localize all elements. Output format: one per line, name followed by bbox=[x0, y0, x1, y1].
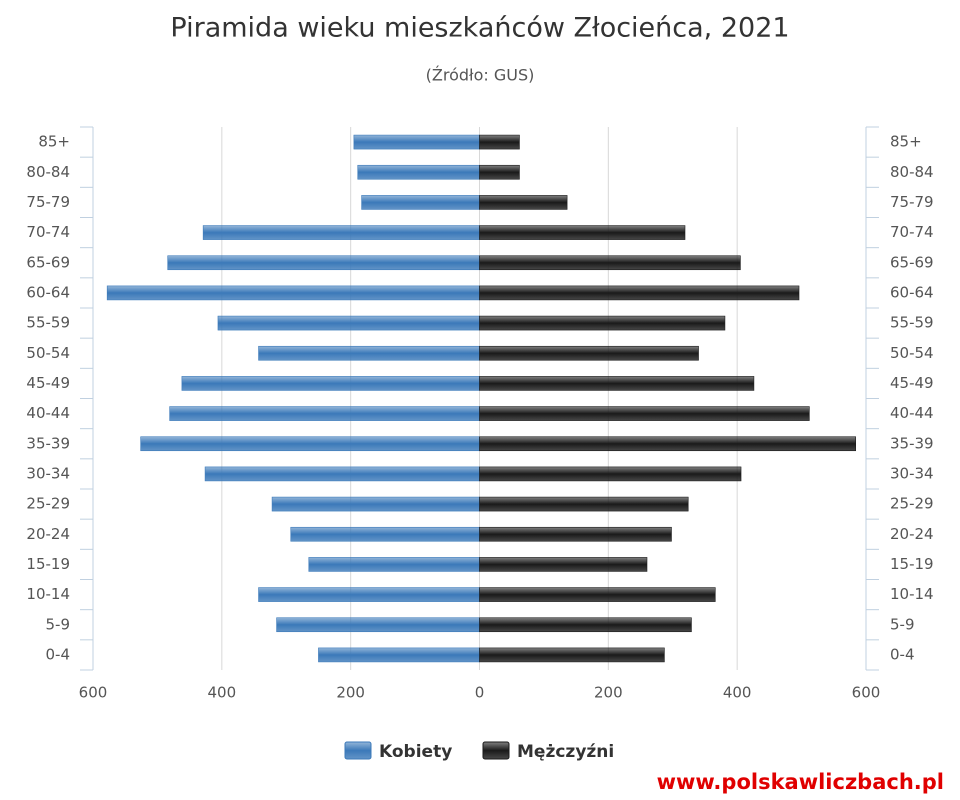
bar bbox=[479, 587, 716, 602]
bar bbox=[479, 195, 568, 210]
source-url: www.polskawliczbach.pl bbox=[657, 770, 944, 794]
y-tick-label: 0-4 bbox=[46, 645, 71, 663]
y-tick-label: 60-64 bbox=[890, 283, 934, 301]
bar bbox=[290, 526, 480, 542]
bar bbox=[479, 406, 810, 421]
bar bbox=[479, 134, 520, 150]
bar bbox=[479, 557, 648, 572]
legend-swatch bbox=[482, 741, 510, 760]
y-tick-label: 85+ bbox=[38, 133, 70, 151]
y-tick-label: 30-34 bbox=[26, 464, 70, 482]
bar bbox=[479, 647, 665, 663]
bar bbox=[181, 376, 480, 391]
bar bbox=[258, 345, 480, 361]
bar bbox=[479, 436, 856, 452]
y-tick-label: 10-14 bbox=[890, 585, 934, 603]
y-tick-label: 80-84 bbox=[26, 163, 70, 181]
bar bbox=[479, 466, 742, 482]
bar bbox=[276, 617, 480, 633]
x-tick-label: 200 bbox=[594, 684, 623, 702]
y-tick-label: 30-34 bbox=[890, 464, 934, 482]
y-tick-label: 50-54 bbox=[890, 344, 934, 362]
legend-label: Kobiety bbox=[379, 742, 452, 762]
bar bbox=[140, 436, 480, 452]
y-tick-label: 70-74 bbox=[26, 223, 70, 241]
bar bbox=[204, 466, 480, 482]
y-tick-label: 70-74 bbox=[890, 223, 934, 241]
y-tick-label: 40-44 bbox=[890, 404, 934, 422]
y-tick-label: 85+ bbox=[890, 133, 922, 151]
bar bbox=[258, 587, 480, 602]
bar bbox=[479, 225, 686, 240]
y-tick-label: 15-19 bbox=[26, 555, 70, 573]
y-tick-label: 5-9 bbox=[890, 615, 915, 633]
y-tick-label: 55-59 bbox=[890, 314, 934, 332]
chart-title: Piramida wieku mieszkańców Złocieńca, 20… bbox=[170, 13, 789, 44]
bar bbox=[217, 315, 480, 331]
chart-subtitle: (Źródło: GUS) bbox=[426, 66, 535, 85]
bar bbox=[167, 255, 480, 271]
bar bbox=[479, 376, 755, 391]
y-tick-label: 65-69 bbox=[26, 253, 70, 271]
x-tick-label: 0 bbox=[475, 684, 485, 702]
bar bbox=[479, 617, 692, 633]
bar bbox=[169, 406, 480, 421]
y-tick-label: 25-29 bbox=[890, 495, 934, 513]
x-tick-label: 600 bbox=[79, 684, 108, 702]
bar bbox=[106, 285, 480, 301]
y-tick-label: 45-49 bbox=[890, 374, 934, 392]
y-tick-label: 10-14 bbox=[26, 585, 70, 603]
x-tick-label: 400 bbox=[723, 684, 752, 702]
bar bbox=[479, 345, 699, 361]
bar bbox=[479, 164, 520, 180]
y-tick-label: 35-39 bbox=[26, 434, 70, 452]
y-tick-label: 20-24 bbox=[890, 525, 934, 543]
y-tick-label: 15-19 bbox=[890, 555, 934, 573]
y-tick-label: 35-39 bbox=[890, 434, 934, 452]
y-tick-label: 45-49 bbox=[26, 374, 70, 392]
bar bbox=[357, 164, 480, 180]
bar bbox=[361, 195, 480, 210]
y-tick-label: 75-79 bbox=[26, 193, 70, 211]
bar bbox=[318, 647, 480, 663]
y-tick-label: 75-79 bbox=[890, 193, 934, 211]
y-tick-label: 25-29 bbox=[26, 495, 70, 513]
bar bbox=[308, 557, 480, 572]
x-tick-label: 400 bbox=[208, 684, 237, 702]
bar bbox=[479, 496, 689, 512]
y-tick-label: 50-54 bbox=[26, 344, 70, 362]
bar bbox=[353, 134, 480, 150]
y-tick-label: 5-9 bbox=[46, 615, 71, 633]
x-tick-label: 200 bbox=[336, 684, 365, 702]
bar bbox=[479, 315, 726, 331]
y-tick-label: 20-24 bbox=[26, 525, 70, 543]
y-tick-label: 60-64 bbox=[26, 283, 70, 301]
legend-swatch bbox=[344, 741, 372, 760]
bar bbox=[271, 496, 480, 512]
y-tick-label: 55-59 bbox=[26, 314, 70, 332]
bar bbox=[479, 285, 800, 301]
legend-label: Mężczyźni bbox=[517, 742, 614, 762]
y-tick-label: 65-69 bbox=[890, 253, 934, 271]
y-tick-label: 80-84 bbox=[890, 163, 934, 181]
y-tick-label: 40-44 bbox=[26, 404, 70, 422]
bar bbox=[479, 526, 672, 542]
x-tick-label: 600 bbox=[852, 684, 881, 702]
bar bbox=[202, 225, 480, 240]
y-tick-label: 0-4 bbox=[890, 645, 915, 663]
bar bbox=[479, 255, 741, 271]
